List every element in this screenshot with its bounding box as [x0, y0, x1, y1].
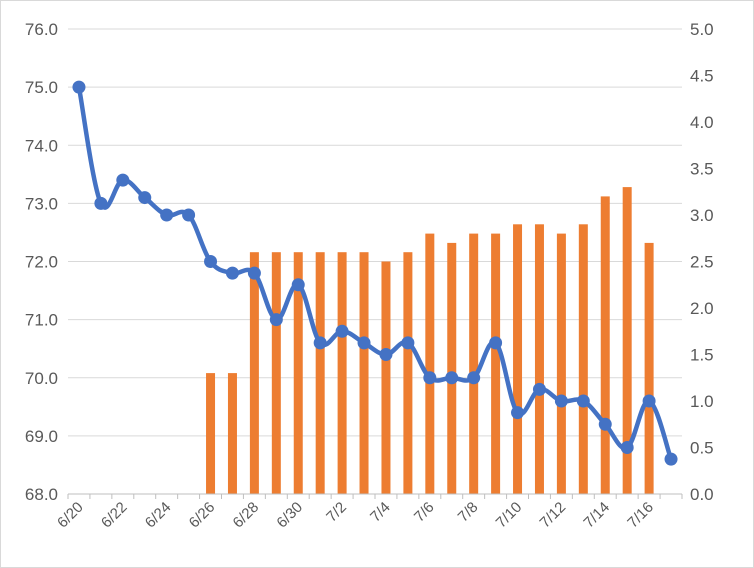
line-point	[160, 208, 174, 222]
bar	[513, 224, 523, 495]
bar	[556, 233, 566, 494]
bar	[293, 252, 303, 494]
bar	[600, 196, 610, 494]
bar	[469, 233, 479, 494]
x-tick-label: 6/26	[186, 499, 219, 532]
bar	[206, 373, 216, 494]
line-point	[138, 191, 152, 205]
bar	[622, 187, 632, 494]
line-point	[620, 441, 634, 454]
y-left-tick-label: 68.0	[25, 485, 58, 504]
bar	[315, 252, 325, 494]
y-left-tick-label: 69.0	[25, 427, 58, 446]
y-right-tick-label: 5.0	[690, 20, 714, 39]
x-tick-label: 6/20	[54, 499, 87, 532]
line-point	[247, 266, 261, 280]
x-tick-label: 7/6	[411, 499, 438, 526]
bar	[359, 252, 369, 494]
line-series	[72, 80, 678, 466]
line-point	[313, 336, 327, 350]
bar	[644, 242, 654, 494]
y-right-tick-label: 2.0	[690, 299, 714, 318]
line-point	[401, 336, 415, 350]
line-point	[182, 208, 196, 222]
line-point	[664, 452, 678, 466]
y-right-tick-label: 4.5	[690, 67, 714, 86]
bar	[578, 224, 588, 495]
line-point	[554, 394, 568, 408]
y-right-tick-label: 0.5	[690, 439, 714, 458]
x-tick-label: 6/22	[98, 499, 131, 532]
x-tick-label: 6/28	[230, 499, 263, 532]
x-tick-label: 7/14	[580, 499, 613, 532]
y-right-tick-label: 3.0	[690, 206, 714, 225]
bar-series	[206, 187, 654, 495]
line-point	[335, 324, 349, 338]
x-tick-label: 7/10	[493, 499, 526, 532]
line-point	[116, 173, 130, 187]
bar	[381, 261, 391, 494]
line-point	[467, 371, 481, 385]
line-point	[511, 406, 525, 420]
line-point	[225, 266, 239, 280]
y-left-tick-label: 76.0	[25, 20, 58, 39]
x-tick-label: 7/8	[455, 499, 482, 526]
line-point	[445, 371, 459, 385]
y-right-tick-label: 1.0	[690, 392, 714, 411]
y-right-tick-label: 2.5	[690, 253, 714, 272]
y-right-tick-label: 0.0	[690, 485, 714, 504]
y-left-tick-label: 72.0	[25, 253, 58, 272]
line-point	[291, 278, 305, 292]
line-point	[269, 313, 283, 327]
y-left-tick-label: 70.0	[25, 369, 58, 388]
gridlines	[68, 28, 682, 495]
line-point	[94, 196, 108, 210]
bar	[425, 233, 435, 494]
bar	[249, 252, 259, 494]
y-left-tick-label: 75.0	[25, 78, 58, 97]
bar	[534, 224, 544, 495]
x-tick-label: 7/2	[323, 499, 350, 526]
x-tick-label: 7/12	[537, 499, 570, 532]
line-point	[489, 336, 503, 350]
line-point	[598, 417, 612, 431]
x-tick-label: 7/16	[624, 499, 657, 532]
bar	[403, 252, 413, 494]
bar	[491, 233, 501, 494]
y-right-tick-label: 3.5	[690, 160, 714, 179]
y-left-tick-label: 74.0	[25, 136, 58, 155]
line-point	[423, 371, 437, 385]
line-point	[72, 80, 86, 94]
y-right-tick-label: 4.0	[690, 113, 714, 132]
x-tick-label: 6/30	[273, 499, 306, 532]
bar	[447, 242, 457, 494]
line-point	[204, 255, 218, 268]
bar	[227, 373, 237, 494]
line-point	[576, 394, 590, 408]
line-point	[357, 336, 371, 350]
bar	[271, 252, 281, 494]
x-tick-label: 6/24	[142, 499, 175, 532]
y-left-tick-label: 73.0	[25, 194, 58, 213]
line-point	[379, 348, 393, 361]
y-right-tick-label: 1.5	[690, 346, 714, 365]
line-point	[532, 382, 546, 396]
line-point	[642, 394, 656, 408]
bar	[337, 252, 347, 494]
y-left-tick-label: 71.0	[25, 311, 58, 330]
x-tick-label: 7/4	[367, 499, 394, 526]
axes: 68.0 69.0 70.0 71.0 72.0 73.0 74.0 75.0 76.0 0.0 0…	[25, 20, 714, 531]
